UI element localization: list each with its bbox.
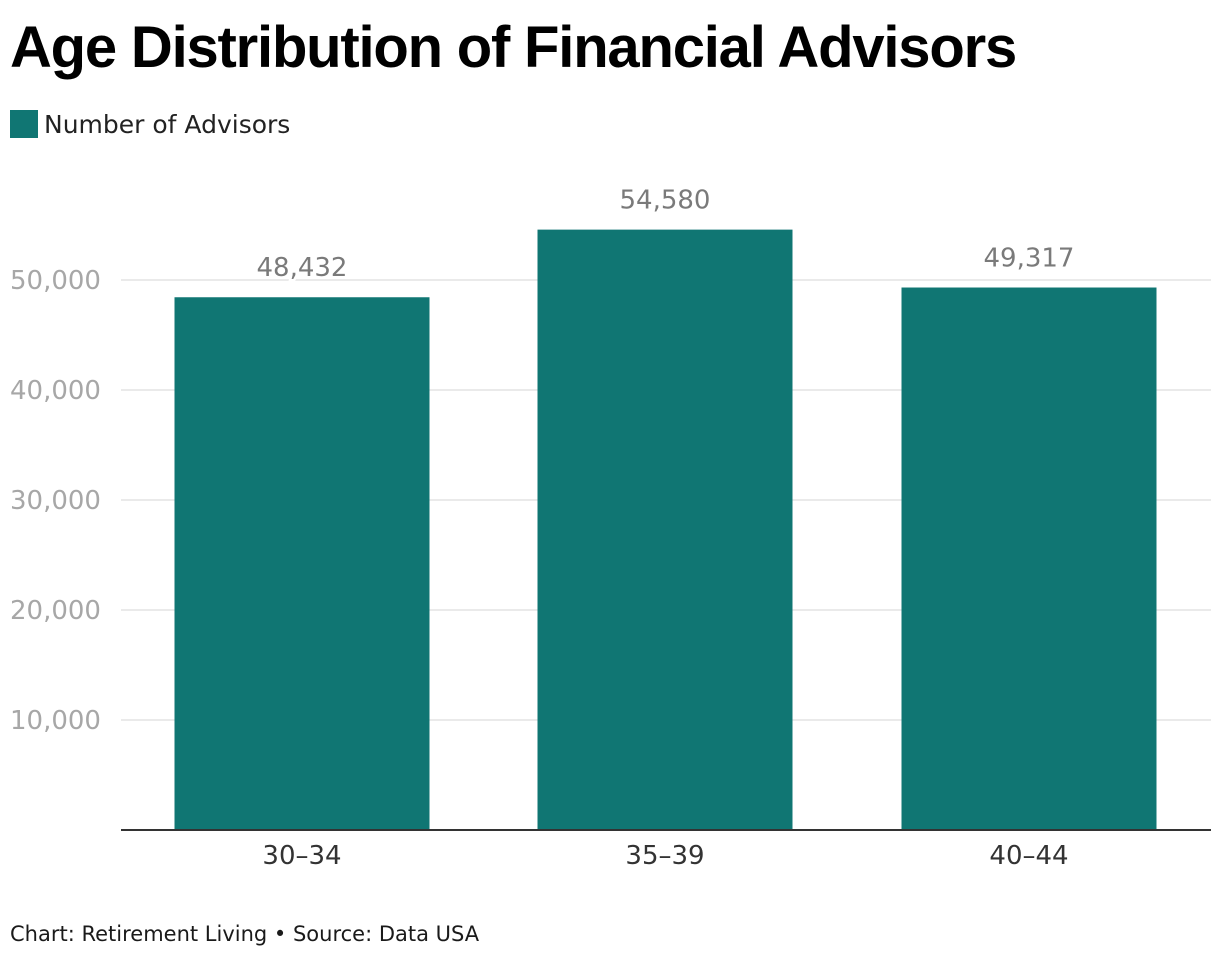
bars — [174, 229, 1157, 830]
bar-40–44 — [901, 287, 1157, 830]
value-label: 54,580 — [620, 186, 711, 216]
source-note: Chart: Retirement Living • Source: Data … — [10, 922, 480, 946]
legend-label: Number of Advisors — [44, 109, 291, 139]
bar-30–34 — [174, 297, 430, 830]
legend-swatch — [10, 110, 38, 138]
x-axis-tick-labels: 30–34 35–39 40–44 — [262, 841, 1068, 871]
x-tick-label: 40–44 — [989, 841, 1068, 871]
legend: Number of Advisors — [10, 106, 290, 142]
y-tick-label: 20,000 — [10, 596, 101, 626]
x-tick-label: 30–34 — [262, 841, 341, 871]
value-label: 48,432 — [257, 253, 348, 283]
y-tick-label: 40,000 — [10, 376, 101, 406]
value-labels: 48,432 54,580 49,317 — [254, 183, 1077, 286]
y-tick-label: 30,000 — [10, 486, 101, 516]
x-tick-label: 35–39 — [625, 841, 704, 871]
y-tick-label: 10,000 — [10, 706, 101, 736]
chart-title: Age Distribution of Financial Advisors — [10, 15, 1017, 80]
y-tick-label: 50,000 — [10, 266, 101, 296]
value-label: 49,317 — [984, 244, 1075, 274]
y-axis-tick-labels: 10,000 20,000 30,000 40,000 50,000 — [10, 266, 101, 736]
bar-35–39 — [537, 229, 793, 830]
